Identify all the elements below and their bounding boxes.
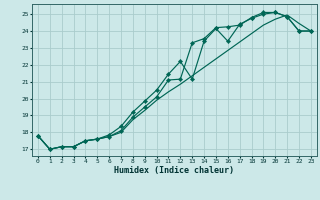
X-axis label: Humidex (Indice chaleur): Humidex (Indice chaleur) — [115, 166, 234, 175]
